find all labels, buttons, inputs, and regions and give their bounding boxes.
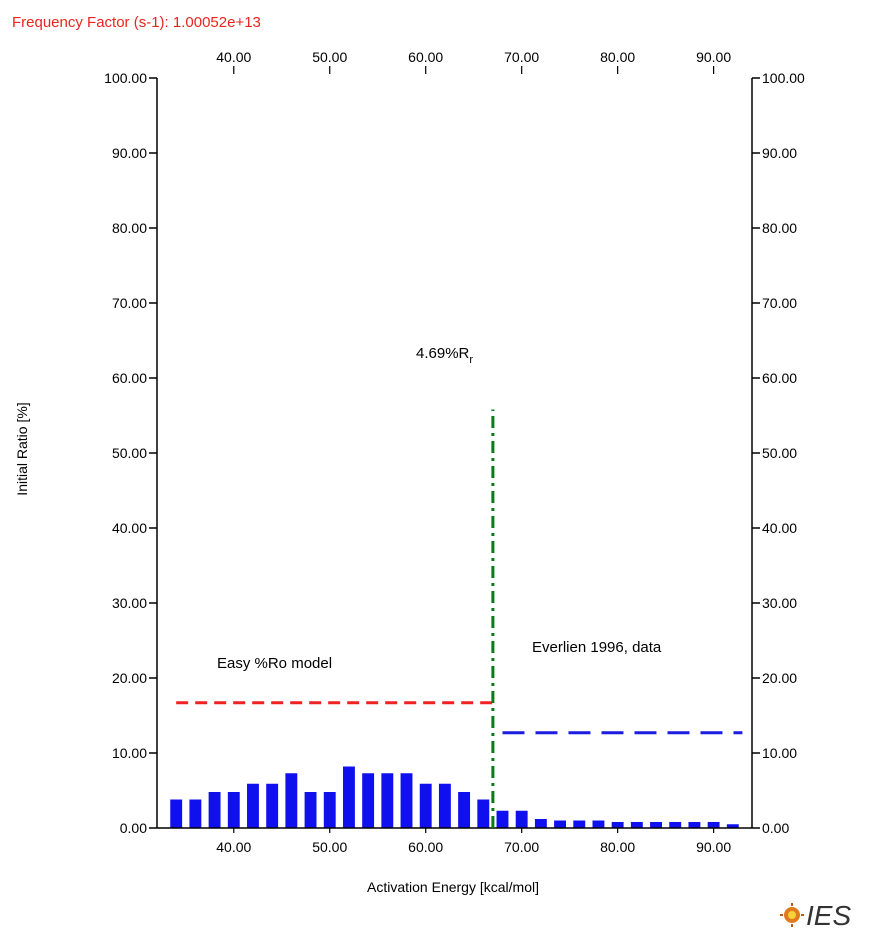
bar (381, 773, 394, 828)
x-tick-label-bottom: 50.00 (312, 839, 347, 855)
ies-logo: IES (780, 900, 851, 931)
x-tick-label-top: 70.00 (504, 49, 539, 65)
bar (630, 822, 643, 828)
x-tick-label-top: 60.00 (408, 49, 443, 65)
x-tick-label-bottom: 70.00 (504, 839, 539, 855)
bar (342, 766, 355, 828)
bar (688, 822, 701, 828)
bar (477, 799, 490, 828)
bar (266, 783, 279, 828)
x-tick-label-bottom: 60.00 (408, 839, 443, 855)
y-tick-label-left: 50.00 (112, 445, 147, 461)
reference-lines (176, 409, 743, 828)
bar (285, 773, 298, 828)
x-axis-title: Activation Energy [kcal/mol] (367, 879, 539, 895)
y-tick-label-left: 10.00 (112, 745, 147, 761)
y-tick-label-left: 40.00 (112, 520, 147, 536)
y-tick-label-right: 50.00 (762, 445, 797, 461)
y-tick-label-right: 10.00 (762, 745, 797, 761)
bar (189, 799, 202, 828)
easy-ro-label: Easy %Ro model (217, 655, 332, 672)
bar (573, 820, 586, 828)
y-tick-label-right: 90.00 (762, 145, 797, 161)
ies-logo-text: IES (806, 900, 851, 931)
bar (323, 792, 336, 828)
y-tick-label-left: 70.00 (112, 295, 147, 311)
bar (438, 783, 451, 828)
bar (669, 822, 682, 828)
x-tick-label-bottom: 90.00 (696, 839, 731, 855)
bar (247, 783, 259, 828)
x-tick-label-top: 90.00 (696, 49, 731, 65)
y-tick-label-right: 70.00 (762, 295, 797, 311)
y-tick-label-right: 0.00 (762, 820, 789, 836)
x-ticks-bottom: 40.00 50.00 60.00 70.00 80.00 90.00 (216, 828, 731, 855)
bar (650, 822, 662, 828)
y-tick-label-right: 100.00 (762, 70, 805, 86)
y-tick-label-left: 100.00 (104, 70, 147, 86)
bars (157, 766, 752, 829)
bar (726, 824, 739, 828)
y-tick-label-right: 40.00 (762, 520, 797, 536)
y-tick-label-right: 80.00 (762, 220, 797, 236)
y-tick-label-left: 20.00 (112, 670, 147, 686)
vertical-line-label-subscript: r (469, 354, 473, 366)
plot-area (157, 78, 752, 828)
y-tick-label-left: 90.00 (112, 145, 147, 161)
y-tick-label-left: 0.00 (120, 820, 147, 836)
y-tick-label-right: 60.00 (762, 370, 797, 386)
y-tick-label-right: 20.00 (762, 670, 797, 686)
y-axis-title: Initial Ratio [%] (14, 402, 30, 495)
y-tick-label-right: 30.00 (762, 595, 797, 611)
bar (458, 792, 471, 828)
bar (534, 819, 547, 828)
frequency-factor-label: Frequency Factor (s-1): 1.00052e+13 (12, 14, 261, 31)
bar (496, 810, 509, 828)
ies-sun-icon (780, 903, 804, 927)
bar (611, 822, 624, 828)
vertical-line-label-main: 4.69%R (416, 345, 470, 362)
bar (208, 792, 221, 828)
bar (304, 792, 317, 828)
x-tick-label-top: 80.00 (600, 49, 635, 65)
x-tick-label-bottom: 80.00 (600, 839, 635, 855)
everlien-label: Everlien 1996, data (532, 639, 662, 656)
y-tick-label-left: 80.00 (112, 220, 147, 236)
x-tick-label-bottom: 40.00 (216, 839, 251, 855)
bar (419, 783, 432, 828)
x-tick-label-top: 50.00 (312, 49, 347, 65)
bar (400, 773, 413, 828)
y-ticks: 0.00 0.00 10.00 10.00 20.00 20.00 30.00 30.00 40… (104, 70, 805, 836)
bar (707, 822, 720, 828)
bar (592, 820, 605, 828)
bar (554, 820, 567, 828)
bar (227, 792, 240, 828)
bar (362, 773, 375, 828)
x-ticks-top: 40.00 50.00 60.00 70.00 80.00 90.00 (216, 49, 731, 74)
vertical-line-label: 4.69%Rr (416, 345, 473, 366)
bar (515, 810, 528, 828)
y-tick-label-left: 30.00 (112, 595, 147, 611)
bar (170, 799, 183, 828)
y-tick-label-left: 60.00 (112, 370, 147, 386)
x-tick-label-top: 40.00 (216, 49, 251, 65)
